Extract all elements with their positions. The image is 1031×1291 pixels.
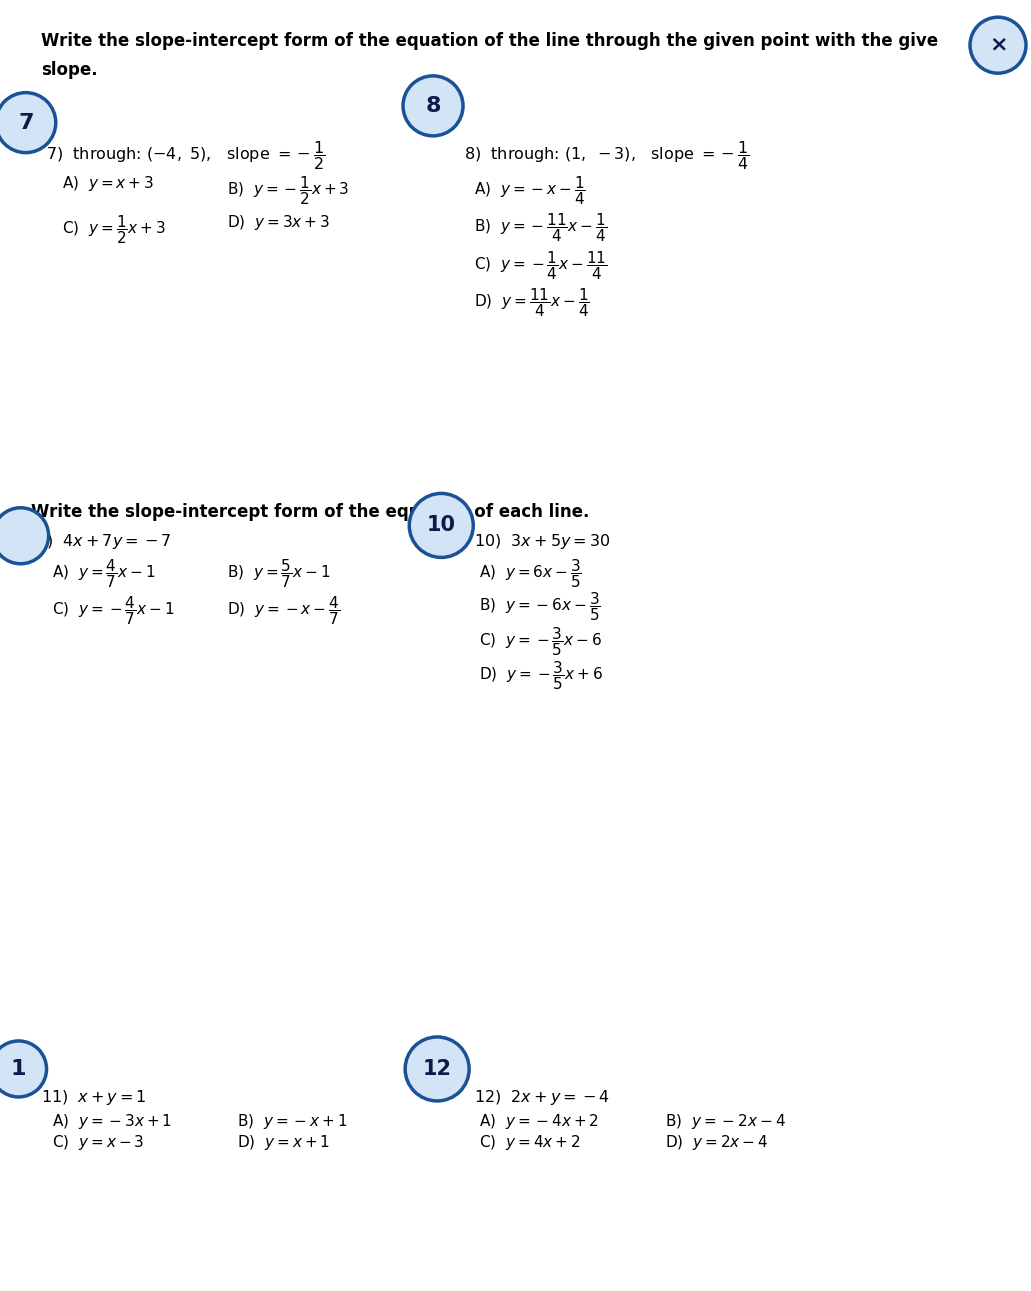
Text: 1: 1 — [10, 1059, 27, 1079]
Text: D)  $y = -x - \dfrac{4}{7}$: D) $y = -x - \dfrac{4}{7}$ — [227, 594, 340, 626]
Text: A)  $y = -4x + 2$: A) $y = -4x + 2$ — [479, 1112, 600, 1131]
Text: 7)  through: $(-4,\ 5)$,   slope $= -\dfrac{1}{2}$: 7) through: $(-4,\ 5)$, slope $= -\dfrac… — [46, 139, 326, 173]
Text: 10)  $3x + 5y = 30$: 10) $3x + 5y = 30$ — [474, 532, 610, 551]
Text: Write the slope-intercept form of the equation of the line through the given poi: Write the slope-intercept form of the eq… — [41, 32, 938, 50]
Text: 12)  $2x + y = -4$: 12) $2x + y = -4$ — [474, 1088, 610, 1108]
Text: 7: 7 — [18, 112, 34, 133]
Text: 12: 12 — [423, 1059, 452, 1079]
Ellipse shape — [0, 93, 56, 152]
Text: D)  $y = 3x + 3$: D) $y = 3x + 3$ — [227, 213, 330, 232]
Text: D)  $y = 2x - 4$: D) $y = 2x - 4$ — [665, 1133, 768, 1153]
Text: C)  $y = -\dfrac{4}{7}x - 1$: C) $y = -\dfrac{4}{7}x - 1$ — [52, 594, 174, 626]
Text: A)  $y = -x - \dfrac{1}{4}$: A) $y = -x - \dfrac{1}{4}$ — [474, 174, 587, 207]
Text: B)  $y = -\dfrac{1}{2}x + 3$: B) $y = -\dfrac{1}{2}x + 3$ — [227, 174, 350, 207]
Text: Write the slope-intercept form of the equation of each line.: Write the slope-intercept form of the eq… — [31, 503, 590, 522]
Text: 8: 8 — [425, 96, 441, 116]
Text: B)  $y = -2x - 4$: B) $y = -2x - 4$ — [665, 1112, 786, 1131]
Ellipse shape — [405, 1037, 469, 1101]
Text: 10: 10 — [427, 515, 456, 536]
Text: D)  $y = \dfrac{11}{4}x - \dfrac{1}{4}$: D) $y = \dfrac{11}{4}x - \dfrac{1}{4}$ — [474, 287, 590, 319]
Text: $\mathbf{\times}$: $\mathbf{\times}$ — [989, 35, 1007, 56]
Text: 11)  $x + y = 1$: 11) $x + y = 1$ — [41, 1088, 147, 1108]
Ellipse shape — [403, 76, 463, 136]
Text: C)  $y = x - 3$: C) $y = x - 3$ — [52, 1133, 144, 1153]
Text: 8)  through: $(1,\ -3)$,   slope $= -\dfrac{1}{4}$: 8) through: $(1,\ -3)$, slope $= -\dfrac… — [464, 139, 750, 173]
Text: A)  $y = 6x - \dfrac{3}{5}$: A) $y = 6x - \dfrac{3}{5}$ — [479, 558, 583, 590]
Ellipse shape — [0, 507, 48, 564]
Text: 9)  $4x + 7y = -7$: 9) $4x + 7y = -7$ — [36, 532, 171, 551]
Text: A)  $y = \dfrac{4}{7}x - 1$: A) $y = \dfrac{4}{7}x - 1$ — [52, 558, 155, 590]
Text: A)  $y = x + 3$: A) $y = x + 3$ — [62, 174, 154, 194]
Text: C)  $y = 4x + 2$: C) $y = 4x + 2$ — [479, 1133, 581, 1153]
Text: D)  $y = -\dfrac{3}{5}x + 6$: D) $y = -\dfrac{3}{5}x + 6$ — [479, 660, 603, 692]
Text: D)  $y = x + 1$: D) $y = x + 1$ — [237, 1133, 330, 1153]
Text: A)  $y = -3x + 1$: A) $y = -3x + 1$ — [52, 1112, 172, 1131]
Text: B)  $y = -6x - \dfrac{3}{5}$: B) $y = -6x - \dfrac{3}{5}$ — [479, 590, 601, 622]
Ellipse shape — [409, 493, 473, 558]
Ellipse shape — [0, 1041, 46, 1097]
Text: C)  $y = \dfrac{1}{2}x + 3$: C) $y = \dfrac{1}{2}x + 3$ — [62, 213, 166, 245]
Text: C)  $y = -\dfrac{3}{5}x - 6$: C) $y = -\dfrac{3}{5}x - 6$ — [479, 625, 602, 657]
Text: C)  $y = -\dfrac{1}{4}x - \dfrac{11}{4}$: C) $y = -\dfrac{1}{4}x - \dfrac{11}{4}$ — [474, 249, 608, 281]
Ellipse shape — [970, 17, 1026, 74]
Text: B)  $y = -\dfrac{11}{4}x - \dfrac{1}{4}$: B) $y = -\dfrac{11}{4}x - \dfrac{1}{4}$ — [474, 212, 607, 244]
Text: slope.: slope. — [41, 61, 98, 79]
Text: B)  $y = \dfrac{5}{7}x - 1$: B) $y = \dfrac{5}{7}x - 1$ — [227, 558, 330, 590]
Text: B)  $y = -x + 1$: B) $y = -x + 1$ — [237, 1112, 347, 1131]
